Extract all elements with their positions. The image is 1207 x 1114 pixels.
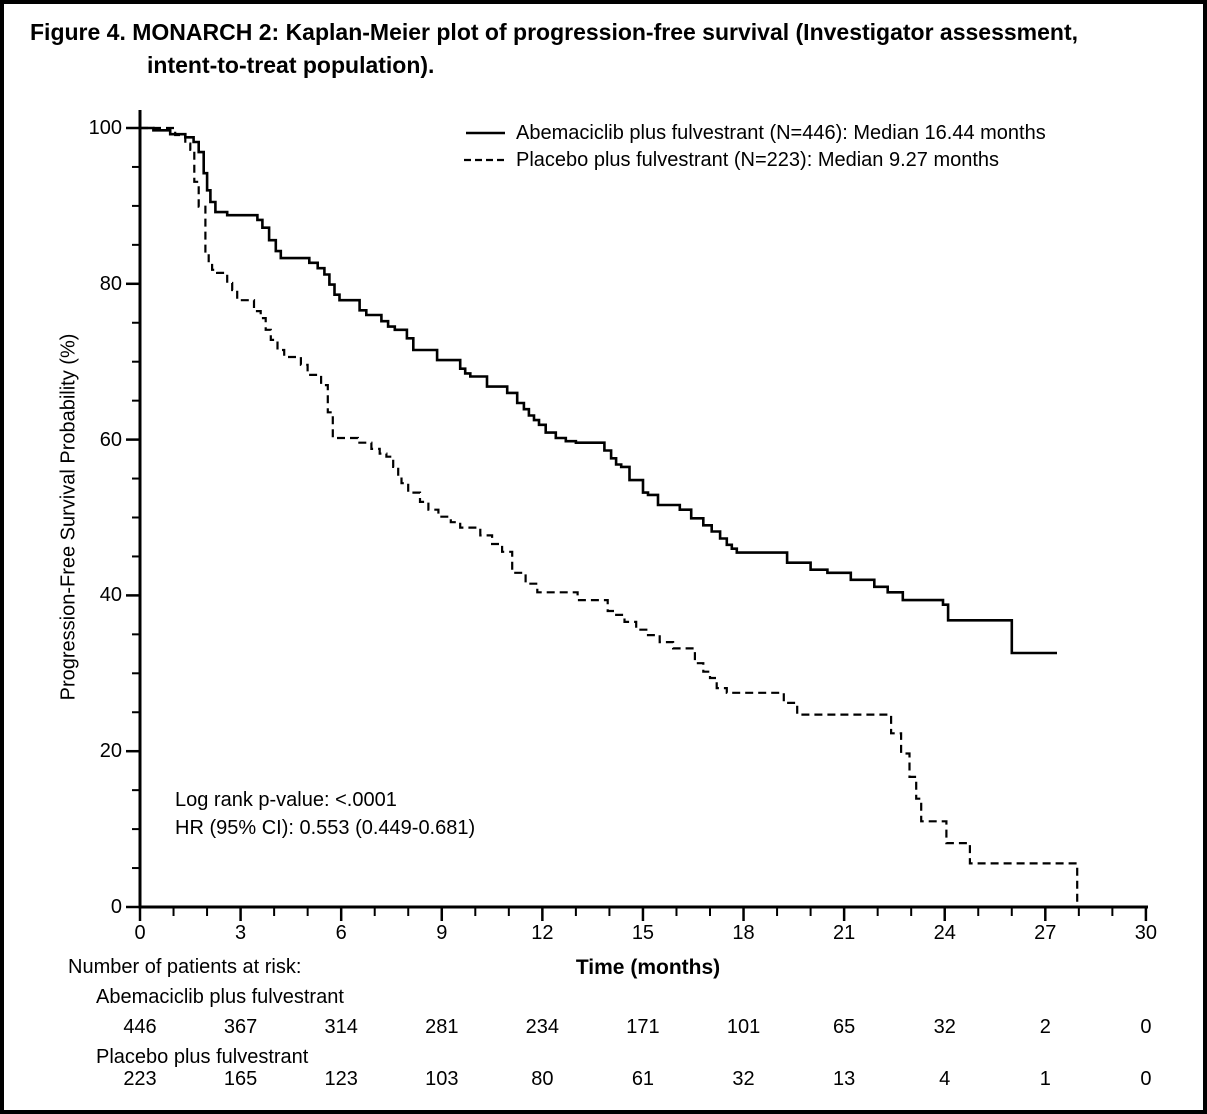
risk-count-row1-t12: 80	[531, 1068, 554, 1090]
risk-count-row0-t24: 32	[933, 1016, 956, 1038]
risk-count-row0-t30: 0	[1140, 1016, 1152, 1038]
risk-count-row1-t27: 1	[1039, 1068, 1051, 1090]
y-tick-label-80: 80	[99, 272, 122, 295]
x-tick-label-3: 3	[235, 922, 247, 944]
x-tick-label-30: 30	[1134, 922, 1158, 944]
x-tick-label-21: 21	[833, 922, 856, 944]
figure-title-line2: intent-to-treat population).	[147, 52, 435, 78]
annotation-logrank-pvalue: Log rank p-value: <.0001	[175, 789, 397, 811]
x-tick-label-12: 12	[531, 922, 554, 944]
risk-count-row1-t24: 4	[939, 1068, 951, 1090]
risk-count-row0-t18: 101	[726, 1016, 761, 1038]
y-tick-label-20: 20	[99, 740, 122, 763]
legend-label-placebo: Placebo plus fulvestrant (N=223): Median…	[516, 149, 1000, 171]
annotation-hazard-ratio: HR (95% CI): 0.553 (0.449-0.681)	[175, 817, 476, 839]
risk-row-label-abemaciclib: Abemaciclib plus fulvestrant	[96, 986, 344, 1008]
y-tick-label-0: 0	[110, 896, 122, 918]
placebo-survival-curve	[140, 126, 1079, 907]
x-tick-label-27: 27	[1034, 922, 1057, 944]
risk-count-row1-t9: 103	[425, 1068, 459, 1090]
y-tick-label-60: 60	[99, 428, 122, 451]
y-tick-label-40: 40	[99, 584, 122, 607]
x-tick-label-15: 15	[631, 922, 655, 944]
risk-count-row1-t21: 13	[833, 1068, 856, 1090]
y-tick-label-100: 100	[88, 117, 122, 139]
risk-count-row0-t12: 234	[525, 1016, 560, 1038]
y-axis-title: Progression-Free Survival Probability (%…	[57, 333, 80, 701]
x-tick-label-18: 18	[732, 922, 755, 944]
legend-label-abemaciclib: Abemaciclib plus fulvestrant (N=446): Me…	[516, 122, 1046, 144]
risk-row-label-placebo: Placebo plus fulvestrant	[96, 1046, 309, 1068]
risk-count-row1-t18: 32	[732, 1068, 755, 1090]
risk-count-row1-t3: 165	[223, 1068, 258, 1090]
abemaciclib-survival-curve	[140, 126, 1057, 655]
risk-count-row0-t6: 314	[324, 1016, 358, 1038]
risk-count-row0-t21: 65	[833, 1016, 856, 1038]
x-axis-title: Time (months)	[575, 956, 721, 979]
risk-count-row0-t3: 367	[223, 1016, 258, 1038]
risk-count-row0-t15: 171	[626, 1016, 660, 1038]
x-tick-label-24: 24	[933, 922, 956, 944]
risk-count-row0-t9: 281	[425, 1016, 459, 1038]
x-tick-label-0: 0	[134, 922, 146, 944]
risk-count-row1-t15: 61	[631, 1068, 655, 1090]
x-tick-label-9: 9	[436, 922, 448, 944]
risk-count-row0-t27: 2	[1039, 1016, 1051, 1038]
x-tick-label-6: 6	[335, 922, 347, 944]
risk-count-row1-t0: 223	[123, 1068, 157, 1090]
risk-count-row1-t30: 0	[1140, 1068, 1152, 1090]
risk-count-row0-t0: 446	[123, 1016, 157, 1038]
figure-title-line1: Figure 4. MONARCH 2: Kaplan-Meier plot o…	[30, 19, 1079, 45]
risk-table-title: Number of patients at risk:	[68, 956, 302, 978]
risk-count-row1-t6: 123	[324, 1068, 358, 1090]
